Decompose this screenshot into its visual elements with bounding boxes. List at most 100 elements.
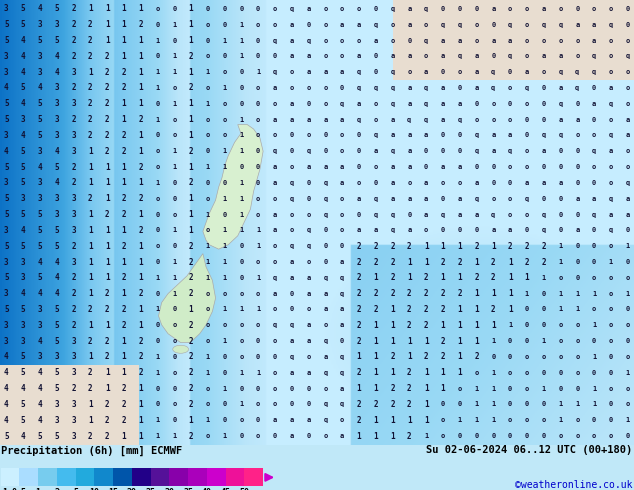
- Text: 0: 0: [559, 196, 562, 202]
- Text: o: o: [508, 164, 512, 170]
- Text: o: o: [373, 164, 378, 170]
- Text: 0: 0: [239, 275, 243, 281]
- Text: a: a: [626, 117, 630, 122]
- Text: 0: 0: [559, 227, 562, 233]
- Text: q: q: [592, 53, 596, 59]
- Text: 1: 1: [491, 321, 496, 330]
- Text: 1: 1: [407, 337, 411, 345]
- Text: 0: 0: [256, 417, 261, 423]
- Bar: [244, 468, 263, 487]
- Text: 1: 1: [239, 180, 243, 186]
- Text: a: a: [508, 227, 512, 233]
- Text: 1: 1: [424, 258, 429, 267]
- Text: o: o: [508, 85, 512, 91]
- Text: o: o: [626, 354, 630, 360]
- Text: 2: 2: [122, 68, 126, 76]
- Text: q: q: [609, 132, 613, 139]
- Text: o: o: [609, 322, 613, 328]
- Bar: [1, 468, 20, 487]
- Text: q: q: [340, 401, 344, 407]
- Text: 0: 0: [256, 338, 261, 344]
- Text: 1: 1: [138, 242, 143, 251]
- Text: o: o: [306, 132, 311, 139]
- Text: 2: 2: [524, 258, 529, 267]
- Text: 5: 5: [21, 242, 25, 251]
- Text: 3: 3: [55, 99, 59, 108]
- Text: 1: 1: [155, 117, 160, 122]
- Text: 1: 1: [491, 289, 496, 298]
- Text: 4: 4: [4, 352, 9, 362]
- Text: 1: 1: [541, 386, 546, 392]
- Text: q: q: [491, 212, 495, 218]
- Text: 0: 0: [323, 227, 328, 233]
- Text: 3: 3: [37, 305, 42, 314]
- Text: 0: 0: [541, 370, 546, 376]
- Text: 1: 1: [256, 275, 261, 281]
- Text: 2: 2: [105, 99, 110, 108]
- Text: 5: 5: [21, 178, 25, 187]
- Text: 1: 1: [592, 322, 596, 328]
- Text: q: q: [306, 227, 311, 233]
- Text: o: o: [609, 291, 613, 296]
- Text: 1: 1: [189, 226, 193, 235]
- Text: 1: 1: [88, 4, 93, 13]
- Text: 0: 0: [357, 148, 361, 154]
- Text: 1: 1: [441, 321, 445, 330]
- Text: a: a: [306, 6, 311, 12]
- Text: 1: 1: [373, 384, 378, 393]
- Text: 0: 0: [239, 69, 243, 75]
- Text: 0: 0: [223, 417, 227, 423]
- Text: q: q: [441, 22, 445, 28]
- Text: 2: 2: [71, 305, 76, 314]
- Text: 5: 5: [55, 242, 59, 251]
- Text: 1: 1: [155, 433, 160, 439]
- Text: a: a: [306, 417, 311, 423]
- Text: 2: 2: [189, 337, 193, 345]
- Text: q: q: [424, 85, 429, 91]
- Text: 0: 0: [525, 227, 529, 233]
- Text: 0: 0: [541, 117, 546, 122]
- Text: 1: 1: [138, 273, 143, 282]
- Text: 3: 3: [55, 131, 59, 140]
- Text: o: o: [525, 6, 529, 12]
- Text: 2: 2: [474, 242, 479, 251]
- Text: a: a: [575, 22, 579, 28]
- Text: q: q: [306, 38, 311, 44]
- Text: 0: 0: [172, 180, 176, 186]
- Text: 3: 3: [4, 52, 9, 61]
- Text: 0: 0: [205, 180, 210, 186]
- Text: 1: 1: [155, 69, 160, 75]
- Text: 3: 3: [71, 99, 76, 108]
- Text: 1: 1: [424, 433, 429, 439]
- Text: o: o: [525, 370, 529, 376]
- Text: 1: 1: [239, 148, 243, 154]
- Text: q: q: [592, 69, 596, 75]
- Text: a: a: [575, 117, 579, 122]
- Text: 1: 1: [138, 131, 143, 140]
- Text: 2: 2: [189, 321, 193, 330]
- Text: o: o: [357, 180, 361, 186]
- Text: a: a: [609, 148, 613, 154]
- Text: 5: 5: [4, 163, 9, 172]
- Text: 2: 2: [71, 20, 76, 29]
- Text: 5: 5: [37, 273, 42, 282]
- Text: q: q: [340, 354, 344, 360]
- Text: a: a: [541, 6, 546, 12]
- Text: 2: 2: [138, 194, 143, 203]
- Text: 3: 3: [37, 352, 42, 362]
- Text: 0: 0: [239, 101, 243, 107]
- Text: o: o: [525, 164, 529, 170]
- Text: 2: 2: [541, 242, 546, 251]
- Text: 1: 1: [391, 337, 395, 345]
- Bar: [207, 468, 226, 487]
- Text: 2: 2: [71, 115, 76, 124]
- Text: 1: 1: [122, 226, 126, 235]
- Text: 0: 0: [491, 180, 495, 186]
- Text: 4: 4: [37, 4, 42, 13]
- Text: 0: 0: [155, 291, 160, 296]
- Text: o: o: [273, 101, 277, 107]
- Text: a: a: [575, 196, 579, 202]
- Text: o: o: [172, 322, 176, 328]
- Text: 0: 0: [559, 212, 562, 218]
- Text: 0: 0: [491, 22, 495, 28]
